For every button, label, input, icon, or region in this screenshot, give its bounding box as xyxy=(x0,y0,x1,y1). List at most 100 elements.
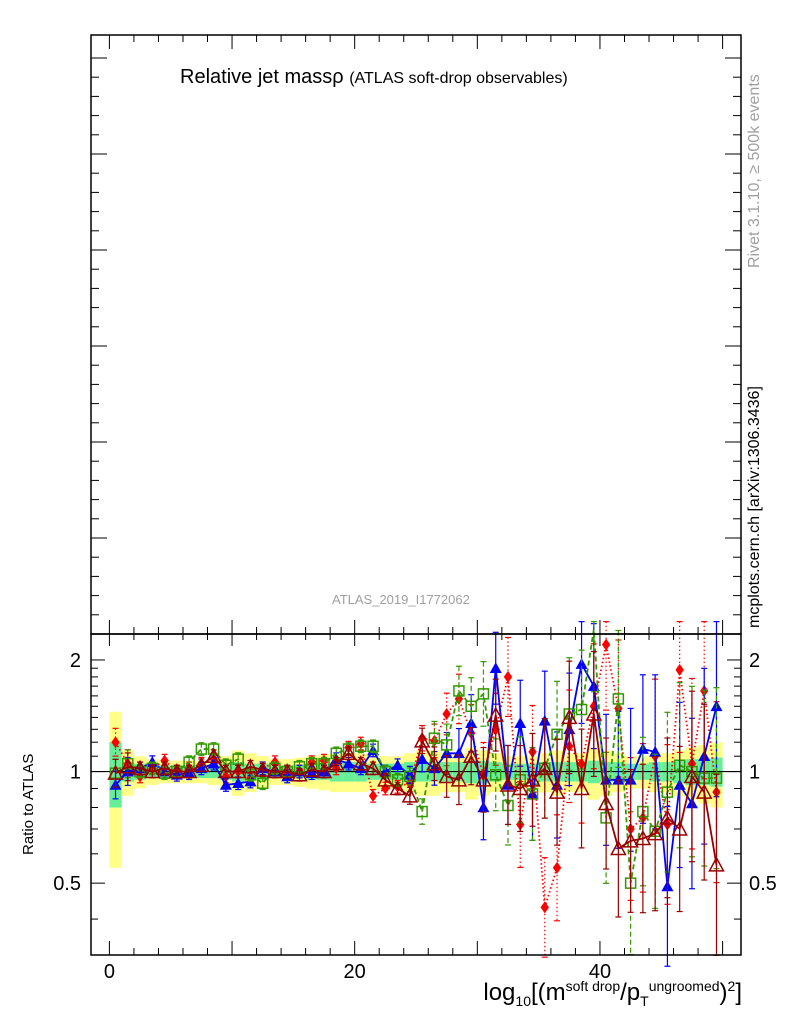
marker-blue xyxy=(416,753,429,764)
marker-darkred xyxy=(217,762,235,779)
marker-darkred xyxy=(156,759,173,776)
marker-darkred xyxy=(561,708,578,725)
marker-darkred xyxy=(119,758,137,774)
series-darkred xyxy=(107,650,725,956)
marker-darkred xyxy=(254,761,271,777)
marker-green xyxy=(575,703,588,716)
axes-frames xyxy=(90,34,742,956)
marker-darkred xyxy=(315,762,333,779)
marker-darkred xyxy=(205,747,222,763)
marker-blue xyxy=(514,717,527,729)
marker-blue xyxy=(342,757,355,769)
marker-darkred xyxy=(585,705,603,721)
marker-blue xyxy=(575,658,588,669)
ratio-y-tick-label-right: 2 xyxy=(749,650,760,672)
marker-darkred xyxy=(168,762,186,779)
marker-red xyxy=(368,789,378,802)
marker-darkred xyxy=(144,762,161,779)
x-label-mid: /p xyxy=(620,979,641,1006)
rivet-version-label: Rivet 3.1.10, ≥ 500k events xyxy=(746,74,763,268)
marker-darkred xyxy=(377,771,394,787)
marker-darkred xyxy=(524,771,541,787)
x-label-sub1: 10 xyxy=(515,992,531,1009)
ratio-y-tick-label: 0.5 xyxy=(53,873,81,895)
marker-darkred xyxy=(646,825,664,841)
marker-green xyxy=(440,739,453,751)
marker-darkred xyxy=(180,762,198,779)
mc-series xyxy=(107,621,725,967)
x-label-end: ] xyxy=(735,979,742,1006)
series-line-red xyxy=(114,644,718,908)
marker-green xyxy=(612,693,625,705)
marker-darkred xyxy=(340,744,357,761)
marker-blue xyxy=(489,662,502,674)
marker-darkred xyxy=(511,779,529,796)
marker-green xyxy=(453,685,465,697)
marker-blue xyxy=(232,777,245,789)
series-line-green xyxy=(114,629,717,884)
marker-blue xyxy=(403,768,416,780)
marker-green xyxy=(355,740,367,753)
marker-red xyxy=(540,901,549,914)
ratio-plot-frame xyxy=(90,633,742,956)
marker-darkred xyxy=(389,779,406,796)
analysis-id: ATLAS_2019_I1772062 xyxy=(332,592,470,607)
marker-green xyxy=(465,700,477,713)
marker-darkred xyxy=(708,856,725,872)
marker-blue xyxy=(391,759,404,771)
main-plot-frame xyxy=(90,34,742,635)
x-label-sup2: ungroomed xyxy=(648,978,720,994)
x-label-sup3: 2 xyxy=(727,978,736,994)
marker-darkred xyxy=(291,766,308,782)
marker-darkred xyxy=(475,771,492,787)
marker-blue xyxy=(612,773,625,785)
marker-blue xyxy=(219,778,232,790)
marker-darkred xyxy=(352,755,370,771)
ratio-y-tick-label-right: 1 xyxy=(749,762,760,784)
marker-darkred xyxy=(683,767,701,784)
marker-darkred xyxy=(597,794,615,811)
axis-ticks: 0.5 0.51 12 20 20 40 xyxy=(53,35,777,983)
title-main: Relative jet massρ xyxy=(180,66,344,88)
marker-darkred xyxy=(622,832,639,848)
marker-darkred xyxy=(573,779,590,796)
marker-darkred xyxy=(462,747,480,763)
title-subtitle: (ATLAS soft-drop observables) xyxy=(349,70,568,87)
marker-darkred xyxy=(266,762,284,779)
x-axis-label: log10[(msoft drop/pTungroomed)2] xyxy=(483,978,742,1009)
marker-darkred xyxy=(364,759,382,776)
marker-green xyxy=(416,805,428,818)
marker-red xyxy=(552,861,562,874)
source-label: mcplots.cern.ch [arXiv:1306.3436] xyxy=(746,386,763,628)
x-label-sup1: soft drop xyxy=(565,978,621,994)
ratio-y-tick-label: 2 xyxy=(70,650,81,672)
marker-green xyxy=(256,777,269,789)
marker-green xyxy=(195,743,208,755)
marker-darkred xyxy=(695,783,713,799)
series-line-darkred xyxy=(115,713,718,866)
x-label-sub2: T xyxy=(640,992,649,1009)
x-tick-label: 0 xyxy=(104,961,115,983)
marker-darkred xyxy=(278,762,296,779)
plot-title: Relative jet massρ (ATLAS soft-drop obse… xyxy=(180,66,568,89)
marker-darkred xyxy=(413,732,431,748)
marker-darkred xyxy=(536,759,554,776)
marker-darkred xyxy=(548,783,566,799)
marker-darkred xyxy=(131,759,149,776)
x-label-prefix: log xyxy=(483,979,516,1006)
marker-darkred xyxy=(659,809,676,825)
marker-darkred xyxy=(671,820,688,836)
x-label-close: ) xyxy=(719,979,728,1006)
x-tick-label: 40 xyxy=(589,961,611,983)
marker-green xyxy=(367,740,379,753)
marker-red xyxy=(675,663,684,676)
marker-darkred xyxy=(426,755,443,771)
marker-red xyxy=(601,638,611,651)
ratio-y-tick-label-right: 0.5 xyxy=(749,873,777,895)
marker-darkred xyxy=(438,767,455,784)
marker-darkred xyxy=(401,787,419,803)
marker-darkred xyxy=(107,764,124,780)
marker-darkred xyxy=(328,755,345,771)
marker-green xyxy=(489,769,502,781)
